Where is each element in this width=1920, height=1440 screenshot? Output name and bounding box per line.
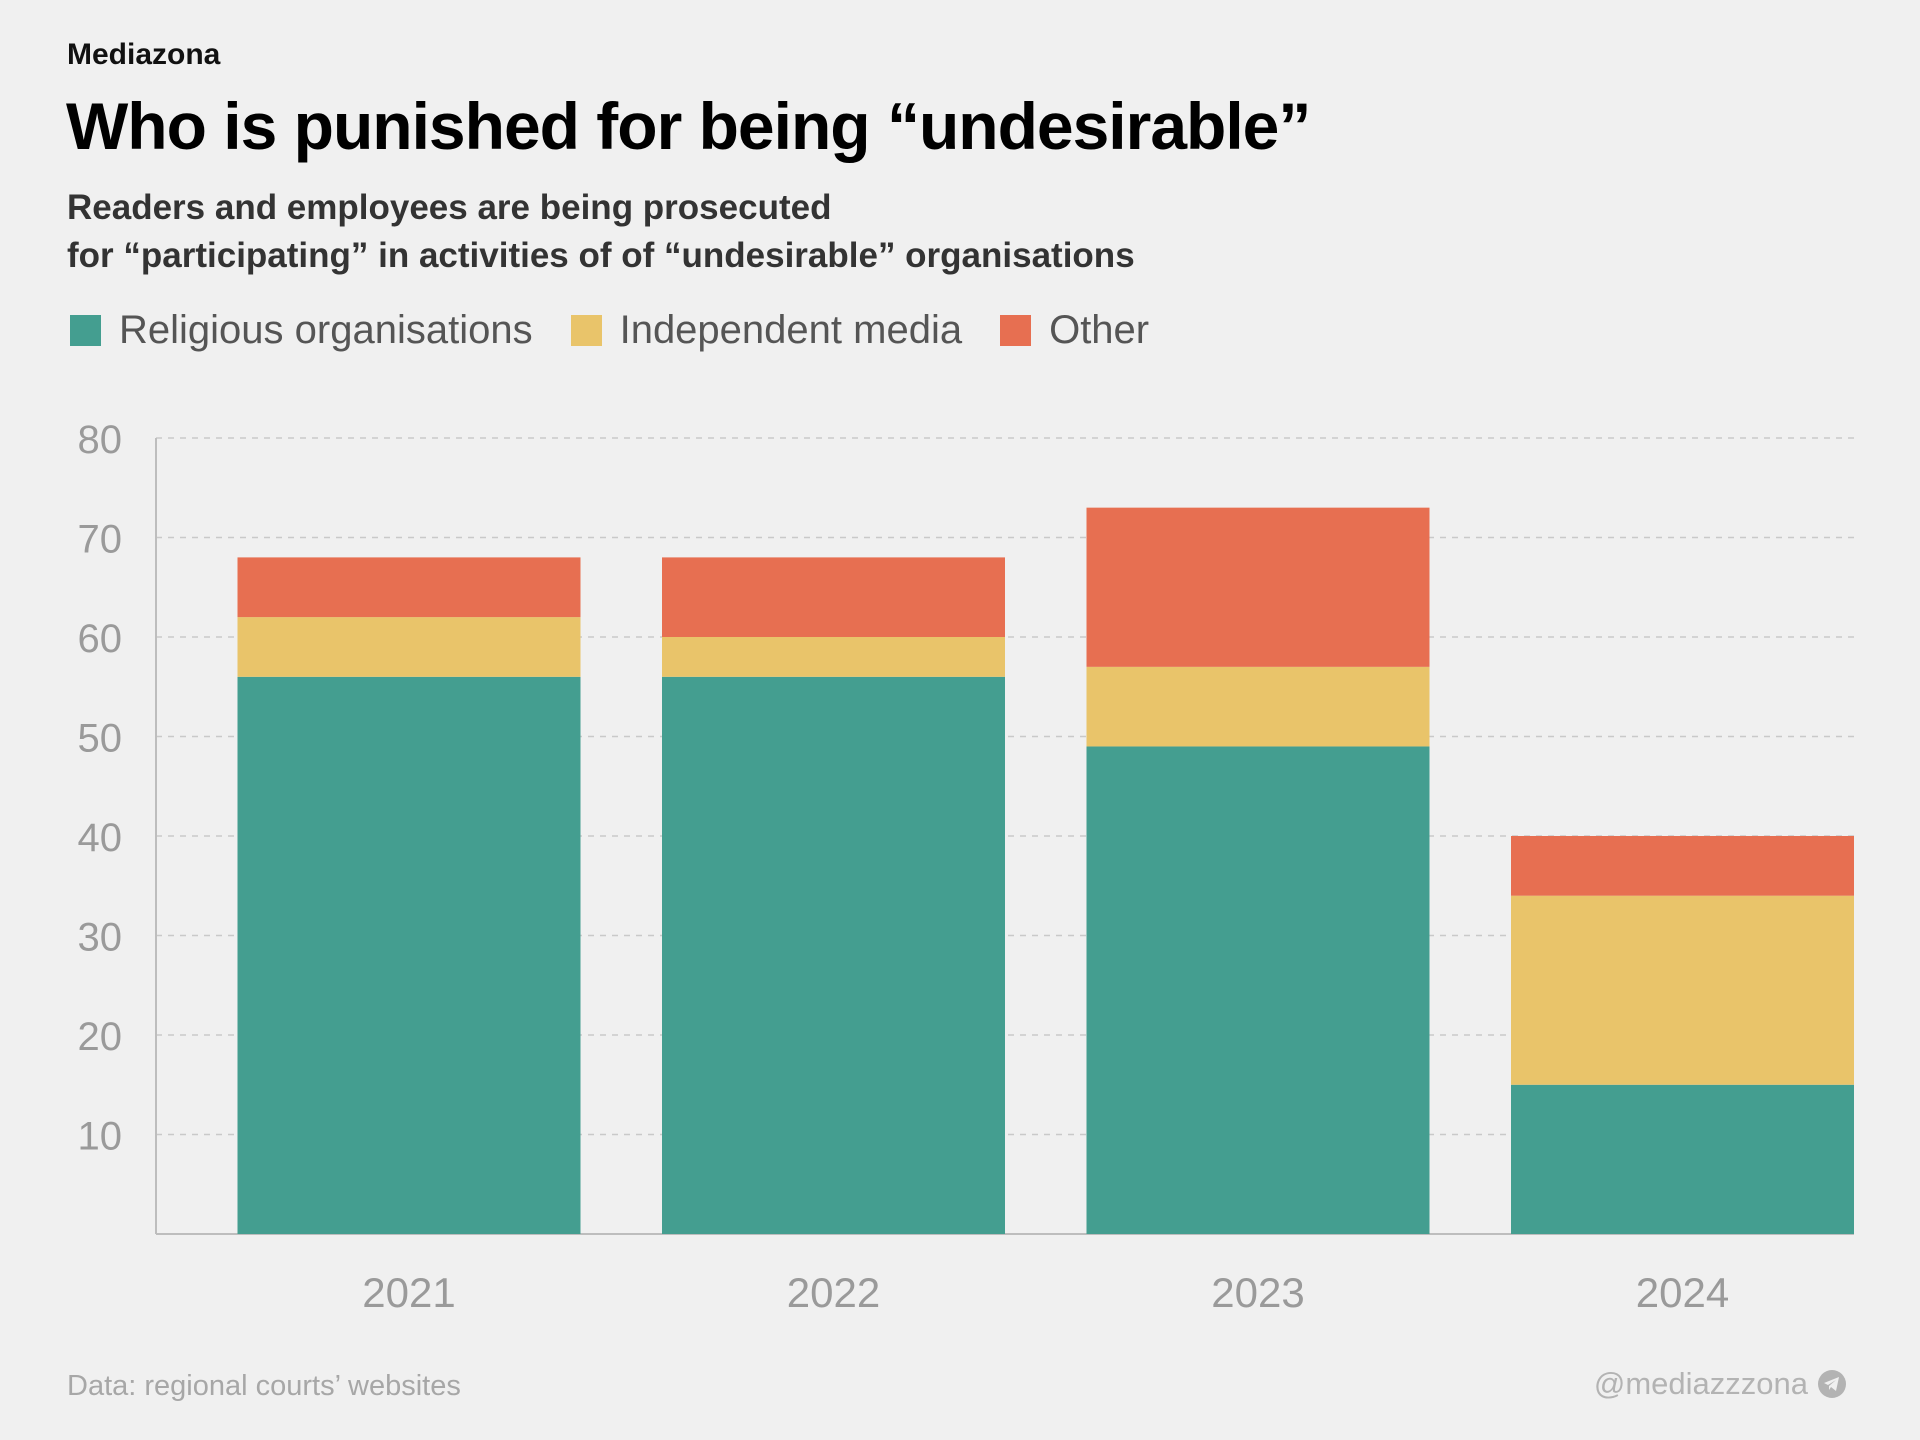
y-tick-label: 60 bbox=[78, 617, 123, 661]
telegram-icon[interactable] bbox=[1818, 1370, 1846, 1398]
bar-2021-religious-organisations bbox=[237, 676, 581, 1234]
legend-item-independent-media: Independent media bbox=[570, 308, 963, 353]
bar-2021-independent-media bbox=[237, 617, 581, 677]
legend-swatch-independent-media bbox=[570, 315, 602, 346]
bar-2023-independent-media bbox=[1086, 666, 1430, 747]
source-note: Data: regional courts’ websites bbox=[67, 1370, 461, 1402]
bar-2022-other bbox=[662, 557, 1005, 637]
bar-2023-religious-organisations bbox=[1086, 746, 1430, 1234]
y-tick-label: 80 bbox=[78, 418, 123, 462]
chart-subtitle: Readers and employees are being prosecut… bbox=[67, 184, 1135, 280]
bar-2021-other bbox=[237, 557, 581, 618]
x-tick-label: 2022 bbox=[787, 1269, 880, 1316]
bar-2022-independent-media bbox=[662, 637, 1005, 677]
bar-2024-religious-organisations bbox=[1511, 1084, 1854, 1234]
y-tick-label: 30 bbox=[78, 916, 123, 960]
subtitle-line-2: for “participating” in activities of of … bbox=[67, 236, 1135, 275]
legend-swatch-other bbox=[1000, 315, 1032, 346]
x-tick-label: 2023 bbox=[1211, 1269, 1304, 1316]
brand-label: Mediazona bbox=[67, 38, 221, 71]
social-handle[interactable]: @mediazzzona bbox=[1594, 1366, 1846, 1402]
legend-item-other: Other bbox=[1000, 308, 1149, 353]
handle-text[interactable]: @mediazzzona bbox=[1593, 1366, 1808, 1401]
chart-title: Who is punished for being “undesirable” bbox=[66, 89, 1311, 163]
x-tick-label: 2024 bbox=[1636, 1269, 1729, 1316]
legend-swatch-religious bbox=[70, 315, 101, 346]
bar-2024-other bbox=[1511, 836, 1854, 896]
y-tick-label: 40 bbox=[78, 816, 123, 860]
bar-2024-independent-media bbox=[1511, 895, 1854, 1085]
bar-2022-religious-organisations bbox=[662, 676, 1005, 1234]
y-tick-label: 50 bbox=[78, 717, 123, 761]
legend: Religious organisations Independent medi… bbox=[70, 308, 1187, 353]
bar-2023-other bbox=[1086, 507, 1430, 667]
y-tick-label: 70 bbox=[78, 518, 123, 562]
x-tick-label: 2021 bbox=[362, 1269, 455, 1316]
y-tick-label: 20 bbox=[78, 1015, 123, 1059]
legend-label-other: Other bbox=[1049, 308, 1150, 352]
legend-label-independent-media: Independent media bbox=[619, 308, 963, 352]
legend-item-religious: Religious organisations bbox=[70, 308, 533, 353]
legend-label-religious: Religious organisations bbox=[119, 308, 533, 352]
y-tick-label: 10 bbox=[78, 1115, 123, 1159]
subtitle-line-1: Readers and employees are being prosecut… bbox=[67, 188, 832, 227]
